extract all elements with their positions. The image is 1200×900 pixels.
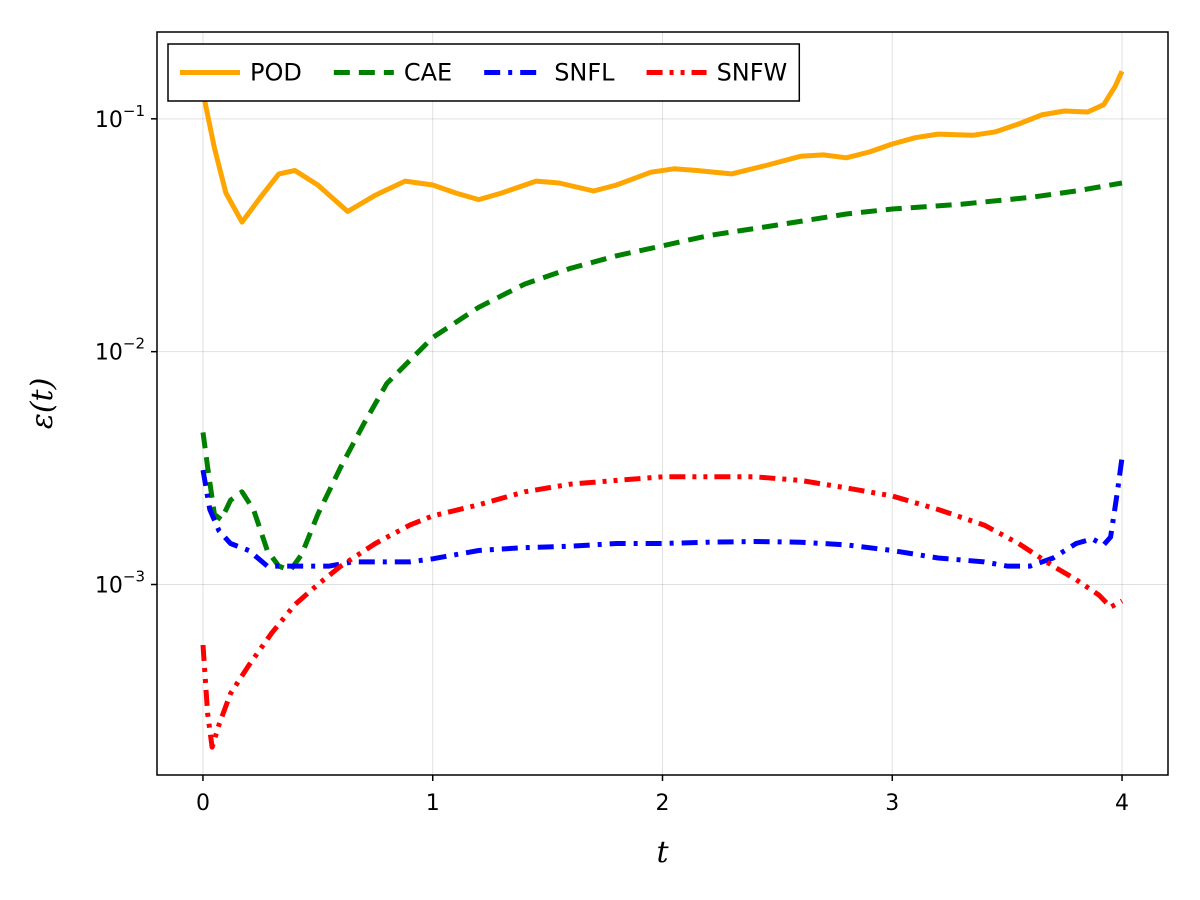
x-tick-label: 3 (885, 791, 899, 816)
y-tick-label: 10−1 (95, 102, 145, 133)
y-axis-label: ε(t) (25, 378, 60, 430)
series-line-cae (200, 180, 1123, 573)
x-tick-label: 2 (656, 791, 670, 816)
legend: POD CAE SNFL SNFW (167, 43, 801, 102)
series-line-snfw (200, 474, 1124, 750)
grid (157, 32, 1168, 775)
x-tick-label: 4 (1115, 791, 1129, 816)
series-group (200, 70, 1125, 750)
y-tick-label: 10−2 (95, 335, 145, 366)
x-tick-label: 0 (196, 791, 210, 816)
x-tick-label: 1 (426, 791, 440, 816)
legend-label-pod: POD (250, 59, 302, 87)
legend-label-snfw: SNFW (717, 59, 788, 87)
x-axis-label: t (656, 835, 669, 870)
y-tick-label: 10−3 (95, 568, 145, 599)
series-line-pod (200, 70, 1125, 225)
legend-label-cae: CAE (404, 59, 452, 87)
legend-label-snfl: SNFL (554, 59, 615, 87)
series-line-snfl (200, 457, 1125, 569)
ticks: 0 1 2 3 4 10−1 10−2 10−3 (95, 102, 1129, 816)
